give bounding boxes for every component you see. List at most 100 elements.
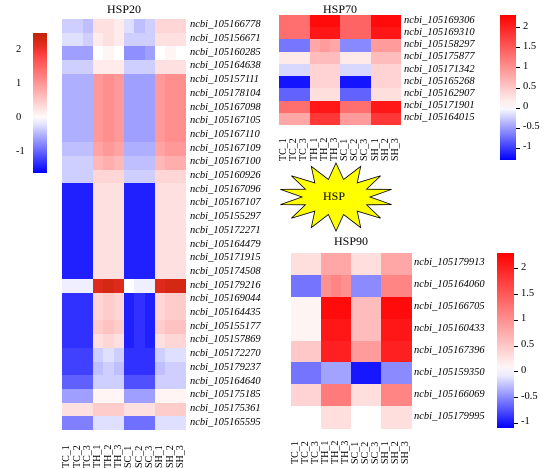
- heatmap-cell: [144, 101, 156, 116]
- heatmap-cell: [82, 238, 94, 253]
- heatmap-cell: [82, 142, 94, 157]
- heatmap-cell: [155, 128, 166, 143]
- heatmap-cell: [321, 362, 332, 385]
- heatmap-cell: [299, 51, 310, 65]
- heatmap-cell: [124, 128, 135, 143]
- row-label: ncbi_105171915: [190, 252, 261, 264]
- column-label: TC_1: [61, 445, 73, 468]
- heatmap-cell: [93, 46, 104, 61]
- heatmap-cell: [390, 88, 402, 102]
- heatmap-cell: [134, 334, 146, 349]
- heatmap-cell: [329, 15, 341, 28]
- heatmap-cell: [82, 19, 94, 34]
- heatmap-cell: [319, 63, 331, 77]
- heatmap-cell: [113, 73, 125, 88]
- heatmap-cell: [155, 347, 166, 362]
- column-label: SH_1: [154, 445, 166, 468]
- heatmap-cell: [311, 340, 322, 363]
- heatmap-cell: [289, 100, 300, 114]
- heatmap-cell: [93, 402, 104, 417]
- colorbar-tick: [514, 371, 518, 373]
- heatmap-cell: [82, 279, 94, 294]
- heatmap-cell: [155, 114, 166, 130]
- heatmap-cell: [82, 210, 94, 225]
- heatmap-cell: [144, 320, 156, 335]
- heatmap-cell: [72, 46, 84, 61]
- heatmap-cell: [175, 60, 187, 75]
- heatmap-cell: [72, 402, 84, 417]
- heatmap-cell: [175, 347, 187, 362]
- heatmap-cell: [175, 183, 187, 198]
- heatmap-cell: [113, 265, 125, 280]
- heatmap-cell: [62, 361, 73, 376]
- heatmap-cell: [391, 406, 402, 429]
- heatmap-cell: [93, 265, 104, 280]
- heatmap-cell: [82, 60, 94, 75]
- heatmap-cell: [380, 15, 392, 28]
- heatmap-cell: [72, 87, 84, 102]
- heatmap-cell: [291, 362, 302, 385]
- heatmap-cell: [155, 375, 166, 390]
- heatmap-cell: [319, 15, 331, 28]
- heatmap-cell: [175, 251, 187, 267]
- heatmap-cell: [134, 197, 146, 212]
- colorbar-tick: [514, 397, 518, 399]
- heatmap-cell: [113, 46, 125, 61]
- heatmap-cell: [321, 274, 332, 298]
- heatmap-cell: [144, 114, 156, 130]
- heatmap-cell: [401, 340, 412, 363]
- heatmap-cell: [380, 63, 392, 77]
- heatmap-cell: [319, 51, 331, 65]
- heatmap-cell: [401, 362, 412, 385]
- heatmap-cell: [165, 347, 177, 362]
- heatmap-cell: [401, 318, 412, 341]
- heatmap-cell: [134, 375, 146, 390]
- heatmap-cell: [165, 156, 177, 171]
- heatmap-cell: [124, 142, 135, 157]
- heatmap-cell: [144, 238, 156, 253]
- hsp-star: HSP: [277, 162, 395, 232]
- heatmap-cell: [331, 362, 342, 385]
- row-label: ncbi_105167109: [190, 142, 261, 154]
- heatmap-cell: [124, 210, 135, 225]
- heatmap-cell: [175, 238, 187, 253]
- row-label: ncbi_105166778: [190, 19, 261, 31]
- heatmap-cell: [113, 224, 125, 239]
- heatmap-cell: [155, 183, 166, 198]
- heatmap-cell: [134, 238, 146, 253]
- heatmap-cell: [144, 156, 156, 171]
- heatmap-cell: [103, 87, 115, 102]
- heatmap-cell: [371, 274, 382, 298]
- heatmap-cell: [82, 183, 94, 198]
- heatmap-cell: [72, 238, 84, 253]
- heatmap-cell: [93, 197, 104, 212]
- heatmap-cell: [124, 101, 135, 116]
- colorbar-tick-label: 1: [523, 60, 529, 72]
- heatmap-cell: [331, 340, 342, 363]
- heatmap-cell: [62, 402, 73, 417]
- heatmap-cell: [72, 224, 84, 239]
- row-label: ncbi_105179237: [190, 361, 261, 373]
- heatmap-cell: [381, 274, 392, 298]
- heatmap-cell: [93, 361, 104, 376]
- row-label: ncbi_105162907: [404, 87, 475, 99]
- heatmap-cell: [350, 39, 361, 53]
- heatmap-cell: [134, 388, 146, 404]
- heatmap-cell: [82, 361, 94, 376]
- row-label: ncbi_105175185: [190, 389, 261, 401]
- heatmap-cell: [93, 210, 104, 225]
- heatmap-cell: [155, 334, 166, 349]
- heatmap-cell: [134, 46, 146, 61]
- column-label: SC_1: [123, 445, 135, 468]
- heatmap-cell: [93, 32, 104, 47]
- heatmap-cell: [144, 197, 156, 212]
- heatmap-cell: [134, 306, 146, 321]
- heatmap-cell: [124, 388, 135, 404]
- heatmap-cell: [144, 142, 156, 157]
- heatmap-cell: [311, 318, 322, 341]
- heatmap-cell: [82, 320, 94, 335]
- heatmap-cell: [113, 334, 125, 349]
- heatmap-cell: [321, 384, 332, 407]
- heatmap-cell: [134, 347, 146, 362]
- heatmap-cell: [309, 27, 321, 40]
